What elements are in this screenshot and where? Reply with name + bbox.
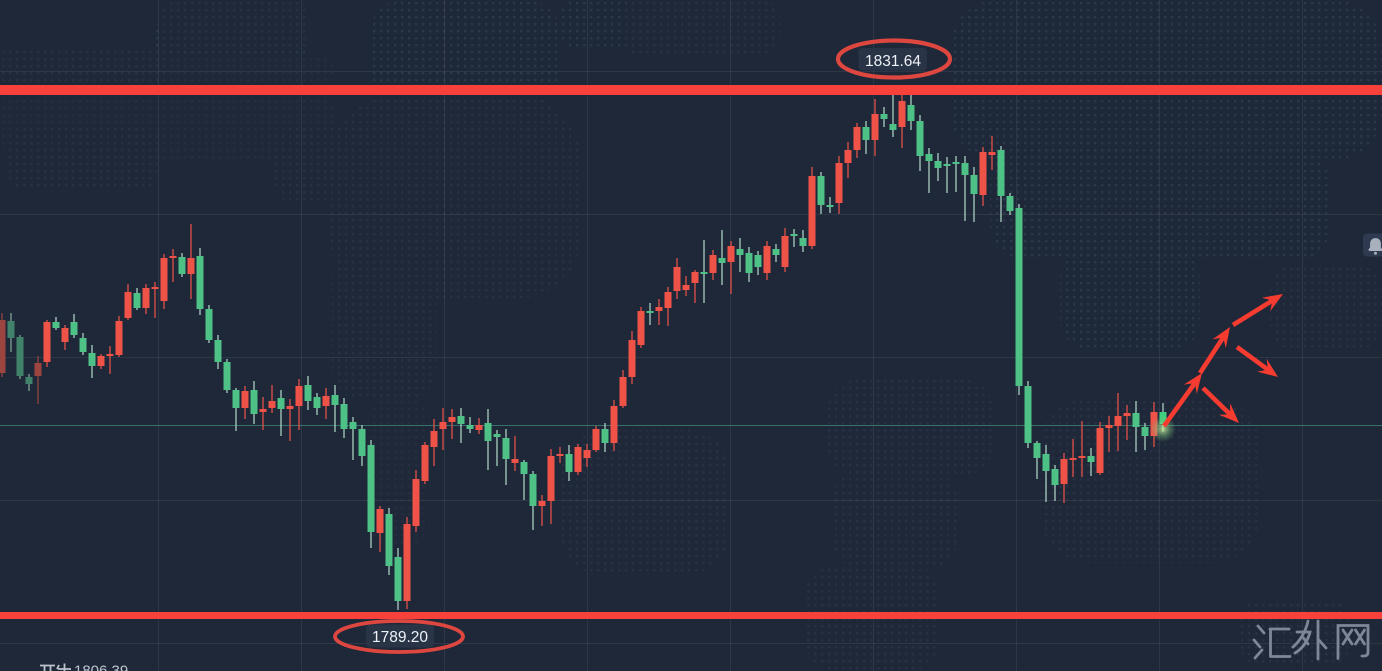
svg-text:1831.64: 1831.64 [865, 53, 921, 70]
svg-text:1806.39: 1806.39 [74, 663, 128, 671]
svg-text:1789.20: 1789.20 [372, 629, 428, 646]
